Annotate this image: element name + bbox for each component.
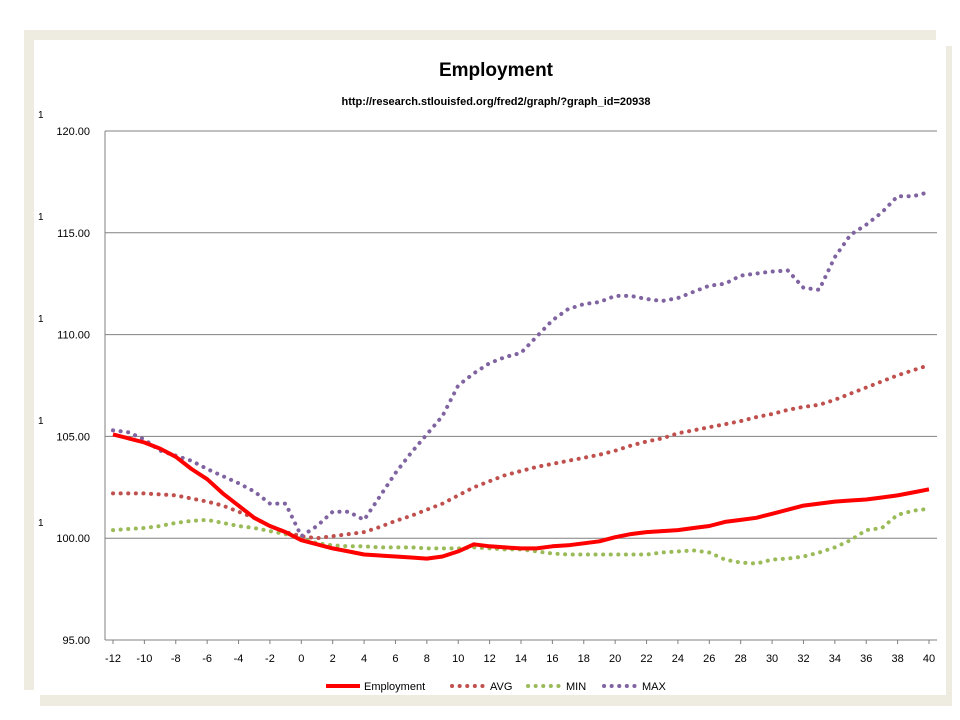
series-line-min: [111, 506, 931, 566]
y-tick-label: 120.00: [56, 126, 90, 138]
x-tick-label: 40: [923, 653, 935, 665]
series-group: [111, 190, 931, 566]
legend: Employment AVG MIN MAX: [326, 681, 667, 693]
x-tick-label: -8: [171, 653, 181, 665]
x-tick-label: 0: [298, 653, 304, 665]
x-tick-label: 28: [735, 653, 747, 665]
axes: [104, 131, 937, 641]
x-tick-label: 38: [891, 653, 903, 665]
x-tick-label: -12: [105, 653, 121, 665]
x-axis-ticks: -12 -10 -8 -6 -4 -2 0 2 4 6 8 10 12 14 16 18 20 22 24 26 28 3…: [105, 640, 935, 665]
chart-area: [34, 40, 946, 695]
chart-title: Employment: [438, 60, 554, 81]
ghost-tick: 1: [38, 110, 44, 121]
legend-label-max: MAX: [642, 681, 667, 693]
series-line-avg: [111, 363, 931, 541]
y-tick-label: 95.00: [62, 635, 90, 647]
x-tick-label: 12: [483, 653, 495, 665]
x-tick-label: 30: [766, 653, 778, 665]
x-tick-label: 22: [640, 653, 652, 665]
x-tick-label: 16: [546, 653, 558, 665]
x-tick-label: 32: [797, 653, 809, 665]
x-tick-label: 34: [829, 653, 841, 665]
x-tick-label: 26: [703, 653, 715, 665]
legend-label-min: MIN: [566, 681, 586, 693]
ghost-axis-ticks: 1 1 1 1 1: [38, 110, 44, 529]
x-tick-label: 4: [361, 653, 367, 665]
y-tick-label: 105.00: [56, 431, 90, 443]
x-tick-label: -6: [202, 653, 212, 665]
y-tick-label: 115.00: [57, 228, 90, 240]
x-tick-label: 20: [609, 653, 621, 665]
chart-subtitle: http://research.stlouisfed.org/fred2/gra…: [341, 96, 651, 108]
y-tick-label: 100.00: [56, 533, 90, 545]
series-line-max: [111, 190, 931, 540]
legend-label-employment: Employment: [364, 681, 425, 693]
x-tick-label: 18: [578, 653, 590, 665]
x-tick-label: 10: [452, 653, 464, 665]
x-tick-label: 6: [392, 653, 398, 665]
gridlines: [105, 130, 937, 539]
x-tick-label: 36: [860, 653, 872, 665]
legend-label-avg: AVG: [490, 681, 512, 693]
ghost-tick: 1: [38, 518, 44, 529]
series-line-employment: [112, 432, 930, 561]
ghost-tick: 1: [38, 416, 44, 427]
x-tick-label: -10: [136, 653, 152, 665]
x-tick-label: 8: [424, 653, 430, 665]
x-tick-label: 2: [330, 653, 336, 665]
ghost-tick: 1: [38, 212, 44, 223]
x-tick-label: 24: [672, 653, 684, 665]
x-tick-label: -4: [234, 653, 244, 665]
x-tick-label: 14: [515, 653, 527, 665]
y-axis-ticks: 95.00 100.00 105.00 110.00 115.00 120.00: [56, 126, 90, 647]
y-tick-label: 110.00: [57, 330, 90, 342]
x-tick-label: -2: [265, 653, 275, 665]
ghost-tick: 1: [38, 314, 44, 325]
